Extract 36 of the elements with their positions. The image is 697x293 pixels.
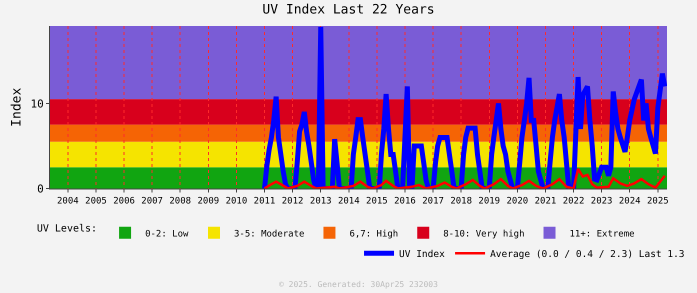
legend-label: UV Index	[399, 249, 446, 260]
x-tick-label: 2022	[562, 196, 584, 206]
legend-label: 11+: Extreme	[570, 229, 635, 240]
x-tick-label: 2004	[56, 196, 79, 206]
x-tick-label: 2015	[366, 196, 388, 206]
x-tick-label: 2006	[113, 196, 135, 206]
x-tick-label: 2011	[254, 196, 276, 206]
x-tick-label: 2010	[226, 196, 248, 206]
chart-title: UV Index Last 22 Years	[262, 2, 435, 18]
legend-label: 0-2: Low	[145, 229, 189, 240]
text: © 2025. Generated: 30Apr25 232003	[279, 280, 438, 289]
legend-title: UV Levels:	[36, 223, 98, 234]
legend-label: Average (0.0 / 0.4 / 2.3) Last 1.3	[490, 249, 685, 260]
x-tick-label: 2007	[141, 196, 163, 206]
legend-label: 8-10: Very high	[443, 229, 525, 240]
x-tick-label: 2005	[85, 196, 107, 206]
x-tick-label: 2012	[282, 196, 304, 206]
x-tick-label: 2023	[590, 196, 612, 206]
x-tick-label: 2018	[450, 196, 472, 206]
y-tick-label: 10	[30, 97, 44, 110]
x-tick-label: 2014	[338, 196, 360, 206]
line-series	[263, 168, 666, 188]
x-tick-label: 2024	[618, 196, 641, 206]
x-tick-label: 2009	[198, 196, 220, 206]
x-tick-label: 2016	[394, 196, 416, 206]
legend-label: 6,7: High	[349, 229, 398, 240]
legend-label: 3-5: Moderate	[234, 229, 304, 240]
x-tick-label: 2017	[422, 196, 444, 206]
y-axis-title: Index	[10, 88, 24, 127]
x-tick-label: 2021	[534, 196, 556, 206]
y-tick-label: 0	[37, 182, 44, 196]
x-tick-label: 2013	[310, 196, 332, 206]
x-tick-label: 2025	[647, 196, 669, 206]
x-tick-label: 2019	[478, 196, 500, 206]
x-tick-label: 2020	[506, 196, 528, 206]
x-tick-label: 2008	[169, 196, 192, 206]
